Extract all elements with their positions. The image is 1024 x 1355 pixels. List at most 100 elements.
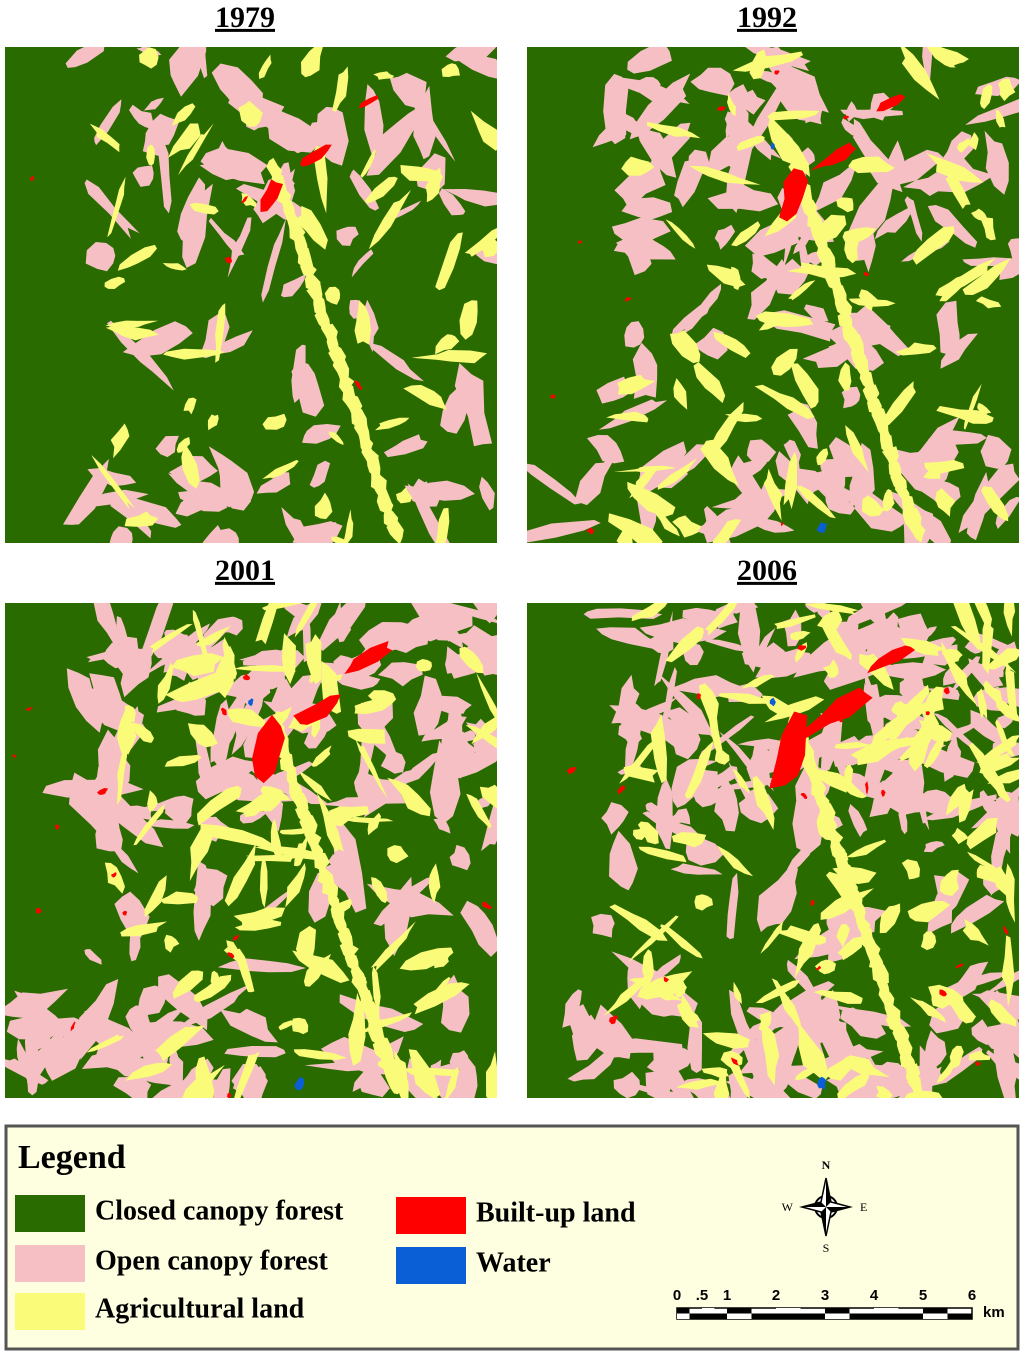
agriculture-patch	[344, 816, 394, 824]
agriculture-patch	[837, 1072, 870, 1098]
agriculture-patch	[235, 794, 269, 818]
open-forest-patch	[208, 217, 245, 257]
built-up-patch	[609, 1015, 618, 1025]
open-forest-patch	[747, 259, 787, 320]
agriculture-patch	[215, 303, 226, 363]
agriculture-patch	[133, 803, 166, 846]
open-forest-patch	[965, 98, 1019, 125]
open-forest-patch	[567, 1052, 615, 1082]
open-forest-patch	[66, 668, 104, 733]
built-up-patch	[839, 718, 843, 723]
agriculture-patch	[923, 730, 944, 769]
agriculture-patch	[816, 448, 829, 466]
open-forest-patch	[698, 715, 755, 759]
open-forest-patch	[841, 118, 866, 143]
agriculture-patch	[672, 515, 702, 538]
built-up-patch	[293, 694, 341, 725]
open-forest-patch	[770, 69, 806, 81]
agriculture-patch	[613, 465, 677, 473]
agriculture-patch	[370, 921, 416, 972]
open-forest-patch	[708, 136, 744, 172]
built-up-patch	[359, 95, 379, 109]
agriculture-patch	[704, 603, 738, 636]
agriculture-patch	[400, 165, 443, 183]
agriculture-patch	[714, 749, 730, 765]
agriculture-patch	[875, 1085, 893, 1098]
agriculture-patch	[354, 698, 391, 714]
scale-bar-segment	[689, 1313, 702, 1319]
scale-bar-segment	[874, 1308, 899, 1314]
built-up-patch	[867, 645, 916, 674]
agriculture-patch	[255, 845, 323, 861]
agriculture-patch	[883, 381, 916, 426]
open-forest-patch	[213, 699, 231, 769]
built-up-patch	[578, 240, 583, 244]
open-forest-patch	[452, 625, 497, 663]
agriculture-patch	[294, 603, 318, 638]
open-forest-patch	[26, 1031, 65, 1084]
agriculture-patch	[326, 806, 370, 827]
agriculture-patch	[178, 123, 214, 176]
agriculture-patch	[934, 47, 969, 67]
agriculture-patch	[132, 722, 154, 743]
built-up-patch	[774, 70, 780, 75]
open-forest-patch	[479, 476, 495, 511]
agriculture-patch	[616, 520, 633, 543]
agriculture-patch	[683, 1011, 700, 1027]
open-forest-patch	[256, 472, 291, 494]
agriculture-patch	[650, 714, 667, 784]
compass: N S E W	[782, 1158, 868, 1255]
agriculture-patch	[698, 683, 719, 723]
open-forest-patch	[743, 517, 795, 533]
agriculture-patch	[399, 947, 454, 971]
agriculture-patch	[295, 926, 316, 965]
agriculture-patch	[621, 156, 655, 176]
agriculture-patch	[727, 93, 737, 116]
compass-label: W	[782, 1200, 794, 1214]
open-forest-patch	[980, 434, 1012, 469]
open-forest-patch	[666, 722, 701, 760]
open-forest-patch	[810, 164, 855, 214]
agriculture-patch	[320, 674, 343, 684]
agriculture-patch	[694, 894, 713, 911]
built-up-patch	[816, 965, 821, 971]
built-up-patch	[617, 785, 625, 795]
open-forest-patch	[729, 989, 758, 1075]
agriculture-patch	[147, 790, 158, 812]
agriculture-patch	[609, 904, 668, 941]
agriculture-patch	[211, 645, 235, 699]
agriculture-patch	[709, 401, 744, 457]
agriculture-patch	[300, 771, 332, 802]
agriculture-patch	[904, 1090, 943, 1098]
agriculture-patch	[120, 921, 168, 937]
agriculture-patch	[836, 923, 850, 948]
scale-bar-segment	[677, 1313, 690, 1319]
agriculture-patch	[706, 264, 746, 288]
agriculture-patch	[258, 54, 272, 79]
agriculture-patch	[603, 973, 650, 1016]
agriculture-patch	[631, 603, 668, 622]
scale-bar-segment	[714, 1313, 727, 1319]
water-patch	[770, 142, 775, 150]
agriculture-patch	[754, 384, 815, 420]
built-up-patch	[241, 195, 249, 203]
built-up-patch	[260, 179, 283, 212]
open-forest-patch	[158, 142, 172, 214]
agriculture-patch	[790, 363, 819, 409]
open-forest-patch	[613, 239, 676, 260]
open-forest-patch	[193, 868, 228, 907]
agriculture-patch	[408, 1049, 441, 1098]
scale-label: 1	[723, 1287, 731, 1304]
agriculture-patch	[935, 488, 956, 517]
map-panel	[5, 603, 497, 1098]
agriculture-patch	[172, 970, 204, 999]
agriculture-patch	[233, 665, 297, 672]
agriculture-patch	[995, 700, 1019, 722]
agriculture-patch	[314, 852, 330, 878]
agriculture-patch	[859, 653, 894, 690]
agriculture-patch	[956, 138, 972, 153]
open-forest-patch	[366, 883, 454, 918]
open-forest-patch	[281, 507, 313, 543]
open-forest-patch	[1007, 238, 1019, 261]
agriculture-patch	[790, 630, 811, 641]
